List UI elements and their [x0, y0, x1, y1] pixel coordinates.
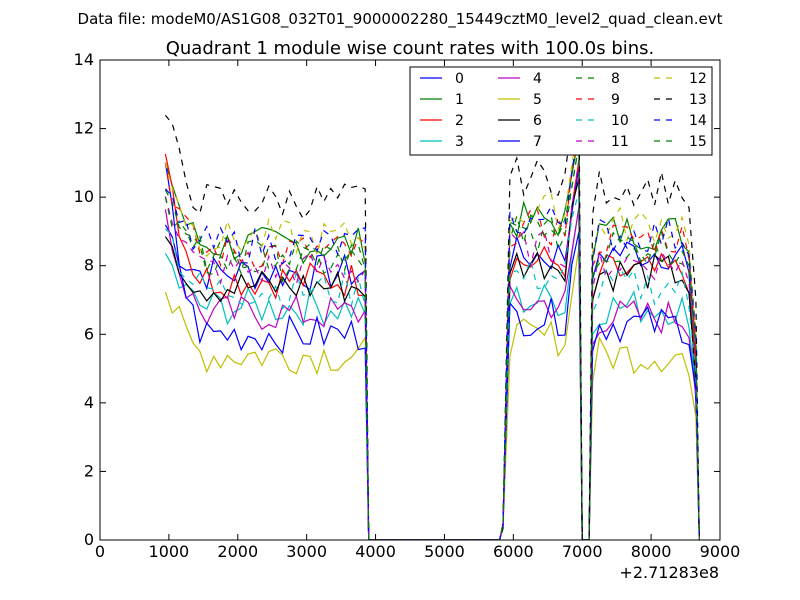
series-line-6	[164, 179, 700, 540]
series-line-10	[164, 191, 700, 540]
x-tick-label: 8000	[631, 542, 672, 561]
legend-label-13: 13	[689, 92, 707, 108]
x-tick-label: 7000	[562, 542, 603, 561]
x-tick-label: 4000	[355, 542, 396, 561]
chart-title: Quadrant 1 module wise count rates with …	[166, 38, 655, 59]
legend-label-14: 14	[689, 113, 707, 129]
series-layer	[164, 74, 700, 540]
legend-label-11: 11	[611, 134, 629, 150]
legend-label-5: 5	[533, 92, 542, 108]
legend-label-4: 4	[533, 71, 542, 87]
series-line-4	[164, 208, 700, 540]
x-tick-label: 9000	[700, 542, 741, 561]
series-line-14	[164, 126, 700, 540]
legend-label-0: 0	[455, 71, 464, 87]
y-tick-label: 6	[84, 324, 94, 343]
y-tick-label: 2	[84, 461, 94, 480]
legend-label-8: 8	[611, 71, 620, 87]
x-offset-label: +2.71283e8	[619, 563, 719, 582]
y-tick-label: 10	[74, 187, 94, 206]
series-line-15	[164, 144, 700, 540]
x-tick-label: 6000	[493, 542, 534, 561]
legend-label-2: 2	[455, 113, 464, 129]
series-line-11	[164, 160, 700, 540]
legend-label-12: 12	[689, 71, 707, 87]
y-tick-label: 14	[74, 50, 94, 69]
y-tick-label: 0	[84, 530, 94, 549]
x-tick-label: 3000	[286, 542, 327, 561]
legend-label-9: 9	[611, 92, 620, 108]
legend-box	[409, 66, 713, 156]
x-tick-label: 1000	[149, 542, 190, 561]
series-line-2	[164, 153, 700, 540]
y-tick-label: 4	[84, 393, 94, 412]
chart-suptitle: Data file: modeM0/AS1G08_032T01_90000022…	[78, 10, 723, 29]
legend-label-7: 7	[533, 134, 542, 150]
series-line-7	[164, 162, 700, 540]
x-tick-label: 5000	[424, 542, 465, 561]
legend-label-10: 10	[611, 113, 629, 129]
legend-label-15: 15	[689, 134, 707, 150]
legend-label-3: 3	[455, 134, 464, 150]
legend-label-6: 6	[533, 113, 542, 129]
ticks-layer: 0 1000 2000 3000 4000 5000 6000 7000 8000 9000 0 2 4…	[74, 50, 741, 561]
series-line-3	[164, 207, 700, 540]
legend-label-1: 1	[455, 92, 464, 108]
series-line-0	[164, 168, 700, 540]
series-line-12	[164, 118, 700, 540]
y-tick-label: 12	[74, 119, 94, 138]
x-tick-label: 2000	[217, 542, 258, 561]
series-line-9	[164, 141, 700, 540]
plot-frame	[99, 59, 721, 541]
series-line-5	[164, 247, 700, 540]
x-tick-label: 0	[95, 542, 105, 561]
y-tick-label: 8	[84, 256, 94, 275]
